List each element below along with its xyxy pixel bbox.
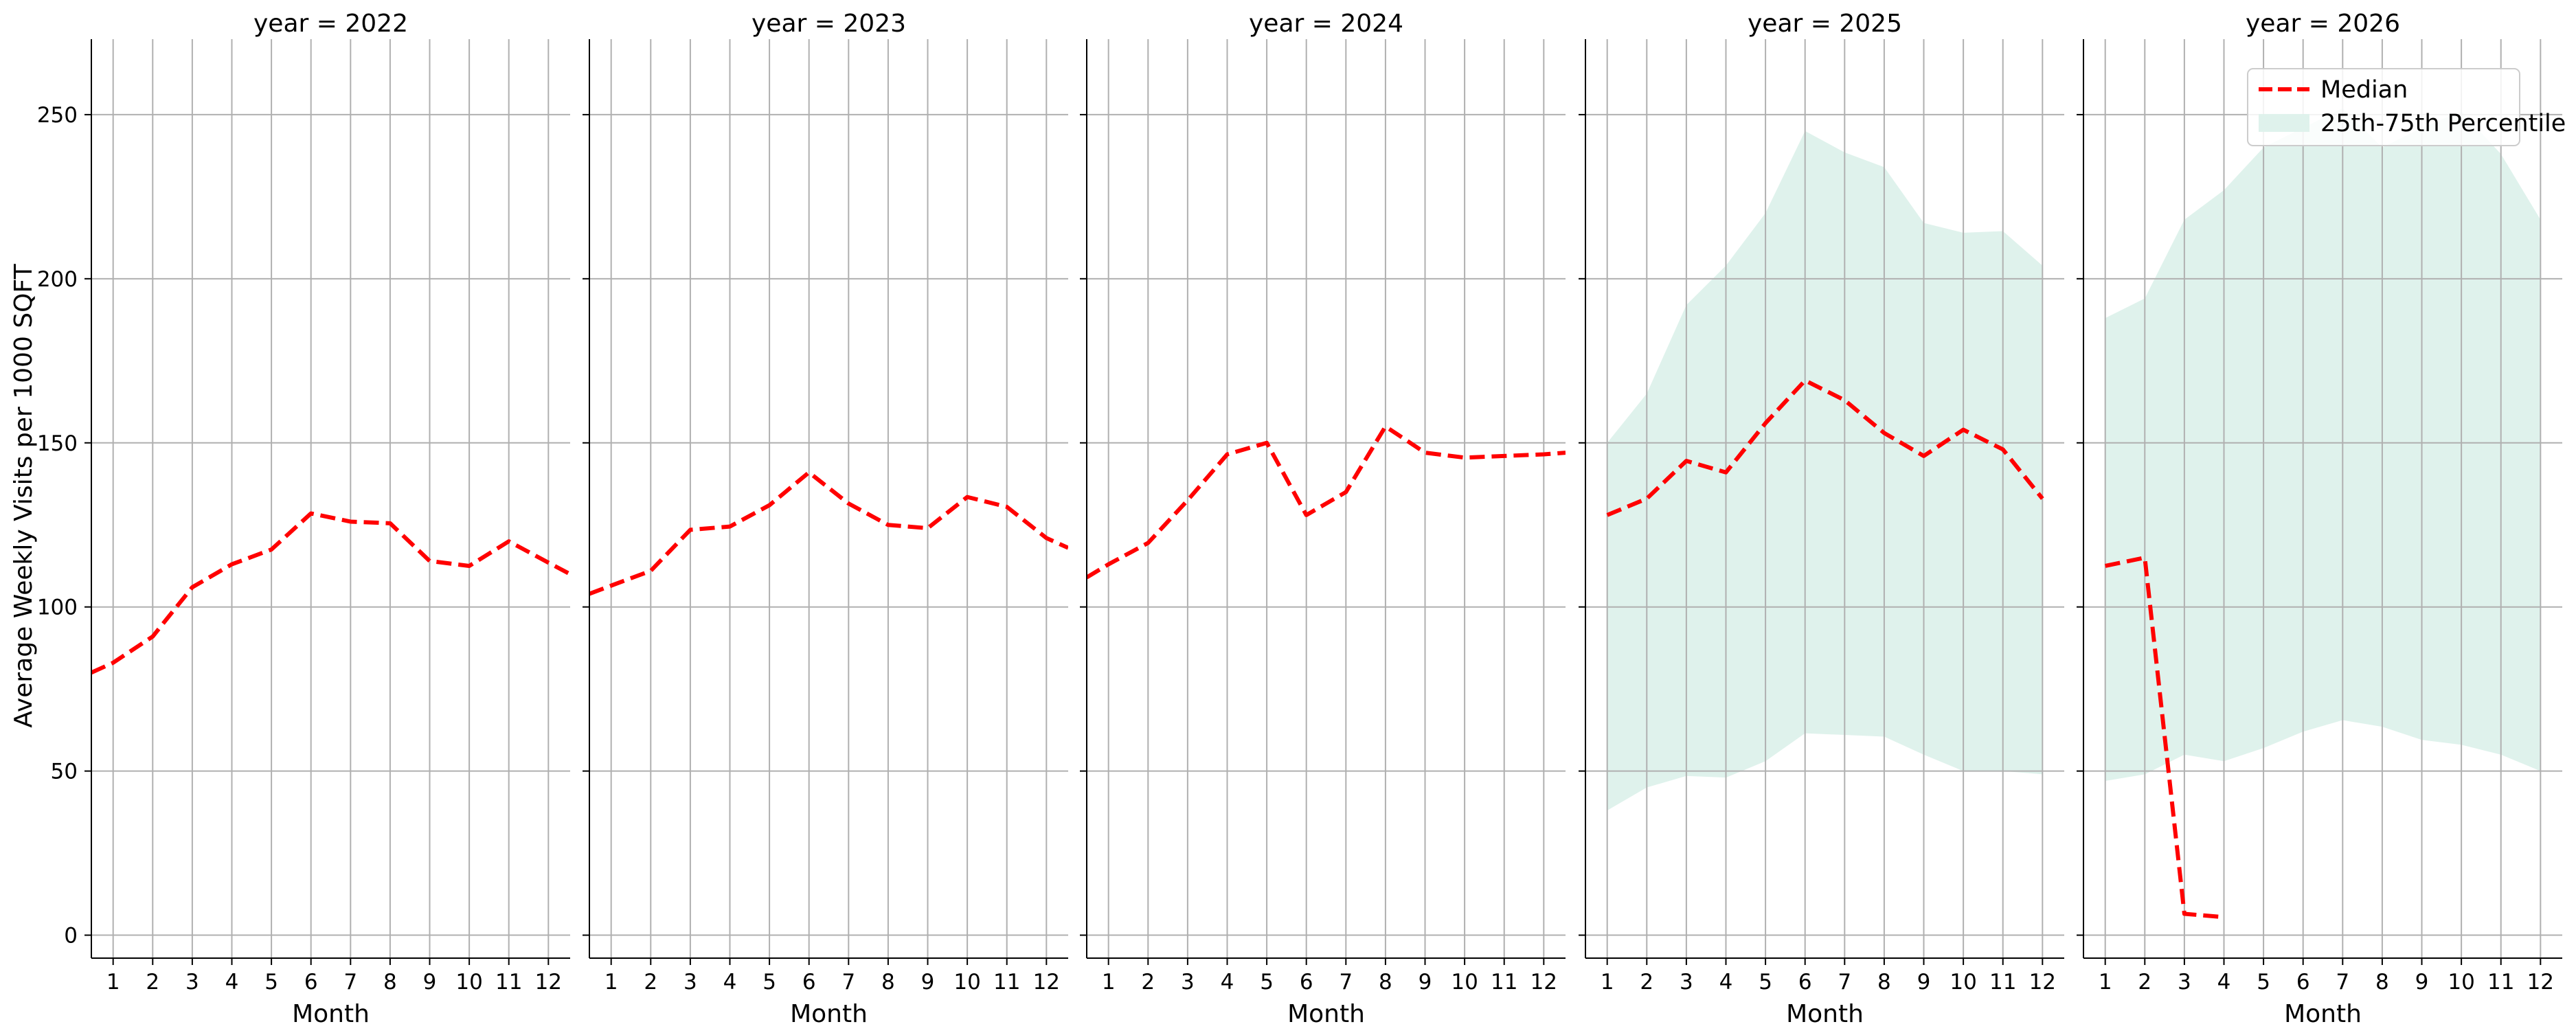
x-tick-label: 7 xyxy=(2336,970,2349,995)
x-tick-label: 5 xyxy=(1759,970,1772,995)
x-tick-label: 5 xyxy=(2257,970,2270,995)
x-tick-label: 11 xyxy=(993,970,1020,995)
x-axis-label: Month xyxy=(1287,1000,1365,1028)
x-tick-label: 2 xyxy=(146,970,159,995)
percentile-band xyxy=(2105,108,2541,781)
x-tick-label: 5 xyxy=(264,970,278,995)
x-tick-label: 9 xyxy=(1419,970,1432,995)
x-tick-label: 8 xyxy=(383,970,397,995)
y-tick-label: 150 xyxy=(37,431,78,456)
x-tick-label: 1 xyxy=(1102,970,1116,995)
x-tick-label: 7 xyxy=(1339,970,1353,995)
x-tick-label: 3 xyxy=(683,970,697,995)
legend-box xyxy=(2247,68,2520,146)
x-tick-label: 8 xyxy=(881,970,895,995)
x-tick-label: 4 xyxy=(1719,970,1733,995)
x-tick-label: 5 xyxy=(1260,970,1274,995)
x-tick-label: 1 xyxy=(1601,970,1614,995)
x-tick-label: 12 xyxy=(2029,970,2056,995)
x-tick-label: 10 xyxy=(1451,970,1478,995)
median-line xyxy=(1087,424,1566,580)
x-tick-label: 7 xyxy=(841,970,855,995)
panel-title: year = 2022 xyxy=(253,10,408,38)
median-line xyxy=(1606,378,2044,517)
x-tick-label: 8 xyxy=(1877,970,1891,995)
x-tick-label: 11 xyxy=(1989,970,2016,995)
x-tick-label: 12 xyxy=(1033,970,1060,995)
x-tick-label: 3 xyxy=(1680,970,1693,995)
percentile-band xyxy=(1607,130,2043,810)
x-tick-label: 8 xyxy=(1379,970,1392,995)
legend-band-label: 25th-75th Percentile xyxy=(2320,110,2566,137)
median-line xyxy=(91,511,570,674)
median-line xyxy=(589,470,1068,596)
x-tick-label: 7 xyxy=(1838,970,1851,995)
x-tick-label: 6 xyxy=(304,970,318,995)
y-tick-label: 200 xyxy=(37,267,78,292)
x-tick-label: 7 xyxy=(343,970,357,995)
x-tick-label: 6 xyxy=(2296,970,2310,995)
x-tick-label: 6 xyxy=(1798,970,1812,995)
x-tick-label: 5 xyxy=(762,970,776,995)
legend-median-label: Median xyxy=(2320,76,2408,104)
x-tick-label: 9 xyxy=(423,970,437,995)
x-tick-label: 2 xyxy=(2138,970,2151,995)
y-tick-label: 0 xyxy=(64,924,78,949)
x-tick-label: 10 xyxy=(455,970,482,995)
x-tick-label: 10 xyxy=(953,970,980,995)
x-tick-label: 11 xyxy=(495,970,522,995)
x-tick-label: 3 xyxy=(185,970,199,995)
x-tick-label: 3 xyxy=(1181,970,1195,995)
x-tick-label: 1 xyxy=(2099,970,2112,995)
x-tick-label: 6 xyxy=(802,970,816,995)
panel-title: year = 2023 xyxy=(752,10,906,38)
x-tick-label: 10 xyxy=(2448,970,2474,995)
panel-title: year = 2026 xyxy=(2246,10,2400,38)
x-tick-label: 4 xyxy=(2217,970,2231,995)
x-tick-label: 10 xyxy=(1950,970,1976,995)
x-tick-label: 6 xyxy=(1300,970,1313,995)
x-tick-label: 4 xyxy=(225,970,239,995)
x-tick-label: 2 xyxy=(1141,970,1155,995)
x-tick-label: 9 xyxy=(921,970,935,995)
x-tick-label: 12 xyxy=(2527,970,2554,995)
y-axis-label: Average Weekly Visits per 1000 SQFT xyxy=(10,263,38,727)
x-tick-label: 1 xyxy=(106,970,120,995)
x-axis-label: Month xyxy=(2284,1000,2362,1028)
x-tick-label: 8 xyxy=(2375,970,2389,995)
x-tick-label: 4 xyxy=(723,970,737,995)
x-axis-label: Month xyxy=(1786,1000,1864,1028)
legend-band-swatch xyxy=(2259,114,2309,132)
x-tick-label: 2 xyxy=(1640,970,1653,995)
y-tick-label: 250 xyxy=(37,103,78,128)
x-tick-label: 3 xyxy=(2178,970,2191,995)
x-tick-label: 11 xyxy=(1491,970,1517,995)
x-tick-label: 1 xyxy=(605,970,618,995)
x-tick-label: 12 xyxy=(535,970,562,995)
panel-title: year = 2025 xyxy=(1748,10,1902,38)
x-axis-label: Month xyxy=(292,1000,370,1028)
x-axis-label: Month xyxy=(790,1000,868,1028)
x-tick-label: 11 xyxy=(2487,970,2514,995)
x-tick-label: 4 xyxy=(1221,970,1234,995)
panel-title: year = 2024 xyxy=(1249,10,1403,38)
x-tick-label: 12 xyxy=(1530,970,1557,995)
median-line xyxy=(2105,556,2224,920)
x-tick-label: 9 xyxy=(1917,970,1931,995)
x-tick-label: 9 xyxy=(2415,970,2429,995)
y-tick-label: 100 xyxy=(37,595,78,620)
y-tick-label: 50 xyxy=(51,760,78,784)
x-tick-label: 2 xyxy=(644,970,657,995)
